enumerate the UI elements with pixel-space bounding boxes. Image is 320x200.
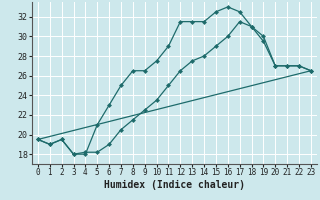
X-axis label: Humidex (Indice chaleur): Humidex (Indice chaleur): [104, 180, 245, 190]
